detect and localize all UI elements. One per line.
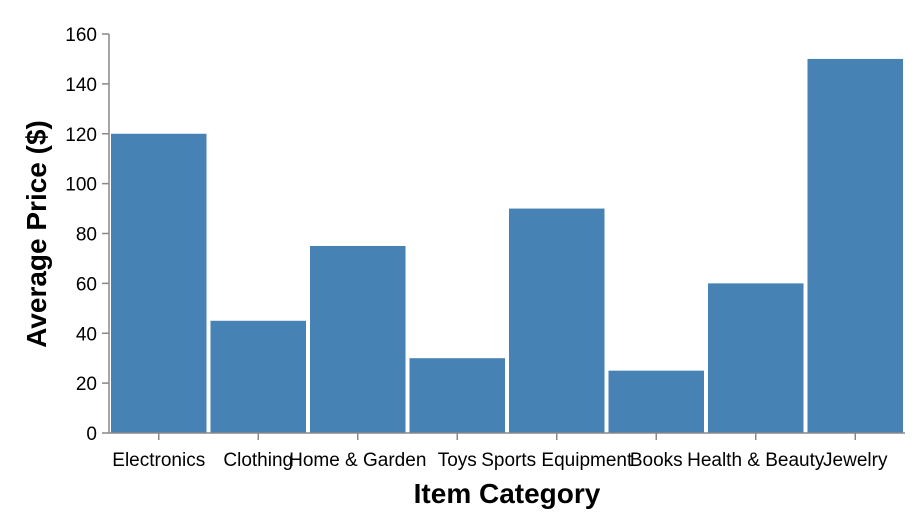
y-tick-label: 20 <box>76 374 97 395</box>
y-axis: 0 20 40 60 80 100 120 140 160 <box>65 25 110 445</box>
x-tick-label: Jewelry <box>823 450 888 471</box>
y-tick-label: 0 <box>86 424 97 445</box>
y-tick-label: 140 <box>65 75 97 96</box>
bar-books <box>608 370 704 433</box>
x-tick-label: Books <box>630 450 683 471</box>
x-tick-label: Home & Garden <box>289 450 426 471</box>
bar-health-beauty <box>708 283 804 433</box>
y-tick-label: 160 <box>65 25 97 46</box>
bars-group <box>111 58 903 433</box>
y-tick-label: 80 <box>76 225 97 246</box>
bar-jewelry <box>807 58 903 433</box>
y-tick-label: 40 <box>76 324 97 345</box>
x-tick-label: Sports Equipment <box>481 450 633 471</box>
bar-toys <box>409 358 505 433</box>
bar-electronics <box>111 133 207 433</box>
x-tick-label: Toys <box>438 450 477 471</box>
x-tick-label: Clothing <box>223 450 293 471</box>
bar-home-garden <box>310 245 406 433</box>
y-tick-label: 60 <box>76 274 97 295</box>
x-tick-label: Electronics <box>112 450 205 471</box>
bar-clothing <box>210 320 306 433</box>
y-tick-label: 120 <box>65 125 97 146</box>
y-axis-title: Average Price ($) <box>21 120 52 348</box>
y-tick-label: 100 <box>65 175 97 196</box>
bar-sports-equipment <box>509 208 605 433</box>
x-tick-label: Health & Beauty <box>687 450 825 471</box>
x-axis-title: Item Category <box>414 478 601 509</box>
